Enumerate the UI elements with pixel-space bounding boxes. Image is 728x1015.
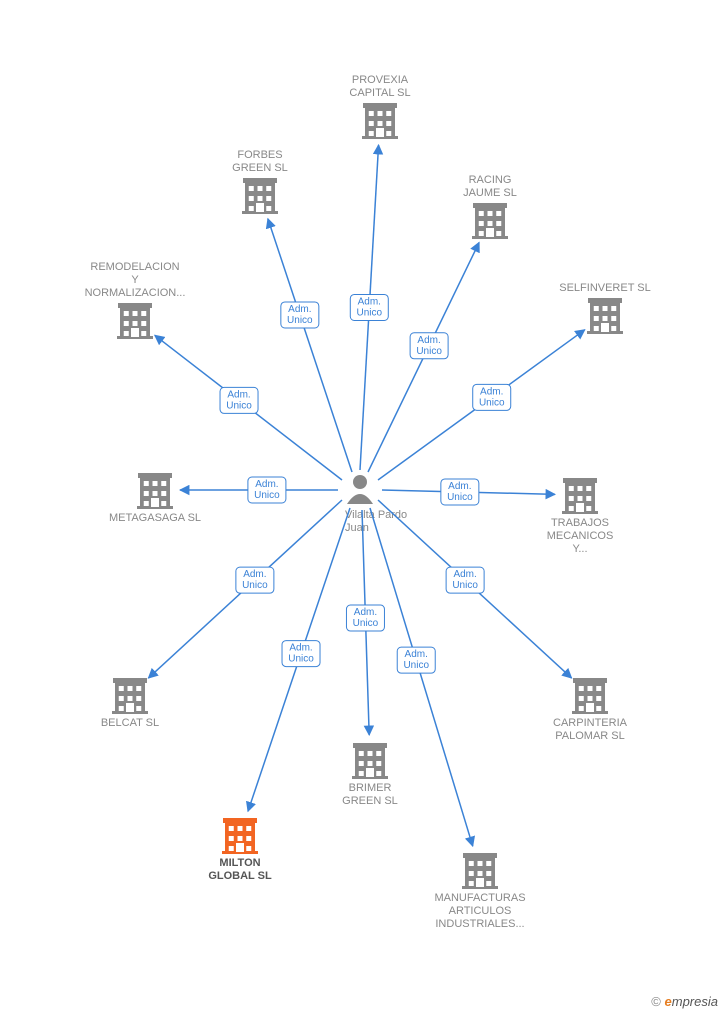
- node-label-carpinteria: CARPINTERIAPALOMAR SL: [553, 717, 628, 742]
- building-icon-milton: [222, 818, 258, 854]
- edge-label-forbes: Adm.Unico: [281, 302, 319, 328]
- svg-text:Unico: Unico: [226, 400, 252, 411]
- svg-text:Unico: Unico: [447, 492, 473, 503]
- svg-text:Adm.: Adm.: [255, 479, 278, 490]
- svg-text:Unico: Unico: [254, 490, 280, 501]
- building-icon-manufacturas: [462, 853, 498, 889]
- svg-text:Unico: Unico: [416, 346, 442, 357]
- svg-text:NORMALIZACION...: NORMALIZACION...: [85, 287, 186, 299]
- building-icon-selfinveret: [587, 298, 623, 334]
- node-label-belcat: BELCAT SL: [101, 717, 159, 729]
- person-center-icon: [347, 475, 373, 504]
- edge-label-remodel: Adm.Unico: [220, 387, 258, 413]
- svg-text:FORBES: FORBES: [237, 149, 282, 161]
- svg-text:Adm.: Adm.: [358, 296, 381, 307]
- svg-text:CARPINTERIA: CARPINTERIA: [553, 717, 628, 729]
- edge-label-metagasaga: Adm.Unico: [248, 477, 286, 503]
- svg-text:Unico: Unico: [288, 654, 314, 665]
- building-icon-brimer: [352, 743, 388, 779]
- edge-label-selfinveret: Adm.Unico: [473, 384, 511, 410]
- edge-label-trabajos: Adm.Unico: [441, 479, 479, 505]
- svg-text:Adm.: Adm.: [453, 569, 476, 580]
- building-icon-remodel: [117, 303, 153, 339]
- edge-label-racing: Adm.Unico: [410, 333, 448, 359]
- svg-text:GLOBAL SL: GLOBAL SL: [208, 870, 272, 882]
- building-icon-provexia: [362, 103, 398, 139]
- svg-text:Unico: Unico: [452, 580, 478, 591]
- node-label-forbes: FORBESGREEN SL: [232, 149, 288, 174]
- svg-text:Adm.: Adm.: [227, 389, 250, 400]
- brand-name: empresia: [665, 994, 718, 1009]
- node-label-milton: MILTONGLOBAL SL: [208, 857, 272, 882]
- svg-text:Adm.: Adm.: [288, 304, 311, 315]
- svg-text:MILTON: MILTON: [219, 857, 260, 869]
- edge-label-belcat: Adm.Unico: [236, 567, 274, 593]
- svg-text:REMODELACION: REMODELACION: [90, 261, 179, 273]
- footer-attribution: © empresia: [651, 994, 718, 1009]
- svg-text:CAPITAL SL: CAPITAL SL: [349, 87, 410, 99]
- svg-text:Adm.: Adm.: [289, 643, 312, 654]
- svg-text:GREEN SL: GREEN SL: [232, 162, 288, 174]
- svg-text:BELCAT SL: BELCAT SL: [101, 717, 159, 729]
- svg-text:JAUME SL: JAUME SL: [463, 187, 517, 199]
- network-diagram: Vilalta PardoJuanAdm.UnicoPROVEXIACAPITA…: [0, 0, 728, 1015]
- edge-label-milton: Adm.Unico: [282, 641, 320, 667]
- edge-label-provexia: Adm.Unico: [350, 294, 388, 320]
- node-label-trabajos: TRABAJOSMECANICOSY...: [547, 517, 614, 555]
- svg-text:Adm.: Adm.: [417, 335, 440, 346]
- building-icon-forbes: [242, 178, 278, 214]
- svg-text:Y...: Y...: [572, 543, 587, 555]
- svg-text:PALOMAR SL: PALOMAR SL: [555, 730, 625, 742]
- edge-forbes: [268, 219, 352, 472]
- svg-text:METAGASAGA SL: METAGASAGA SL: [109, 512, 201, 524]
- node-label-manufacturas: MANUFACTURASARTICULOSINDUSTRIALES...: [434, 892, 525, 930]
- svg-text:MECANICOS: MECANICOS: [547, 530, 614, 542]
- svg-text:SELFINVERET SL: SELFINVERET SL: [559, 282, 651, 294]
- svg-text:Y: Y: [131, 274, 139, 286]
- building-icon-carpinteria: [572, 678, 608, 714]
- svg-text:Adm.: Adm.: [405, 649, 428, 660]
- edge-label-manufacturas: Adm.Unico: [397, 647, 435, 673]
- svg-text:Unico: Unico: [356, 307, 382, 318]
- svg-text:Unico: Unico: [479, 397, 505, 408]
- building-icon-belcat: [112, 678, 148, 714]
- building-icon-racing: [472, 203, 508, 239]
- node-label-selfinveret: SELFINVERET SL: [559, 282, 651, 294]
- svg-text:Adm.: Adm.: [480, 386, 503, 397]
- svg-text:Juan: Juan: [345, 522, 369, 534]
- building-icon-trabajos: [562, 478, 598, 514]
- svg-text:MANUFACTURAS: MANUFACTURAS: [434, 892, 525, 904]
- svg-text:Unico: Unico: [242, 580, 268, 591]
- node-label-remodel: REMODELACIONYNORMALIZACION...: [85, 261, 186, 299]
- node-label-racing: RACINGJAUME SL: [463, 174, 517, 199]
- svg-text:ARTICULOS: ARTICULOS: [449, 905, 512, 917]
- svg-text:GREEN SL: GREEN SL: [342, 795, 398, 807]
- svg-text:Unico: Unico: [353, 618, 379, 629]
- building-icon-metagasaga: [137, 473, 173, 509]
- node-label-brimer: BRIMERGREEN SL: [342, 782, 398, 807]
- svg-text:TRABAJOS: TRABAJOS: [551, 517, 609, 529]
- node-label-metagasaga: METAGASAGA SL: [109, 512, 201, 524]
- edge-label-carpinteria: Adm.Unico: [446, 567, 484, 593]
- svg-text:Unico: Unico: [287, 315, 313, 326]
- svg-text:Unico: Unico: [403, 660, 429, 671]
- copyright-symbol: ©: [651, 994, 661, 1009]
- svg-text:Adm.: Adm.: [448, 481, 471, 492]
- svg-text:Adm.: Adm.: [243, 569, 266, 580]
- edge-label-brimer: Adm.Unico: [346, 605, 384, 631]
- svg-text:Adm.: Adm.: [354, 607, 377, 618]
- svg-text:BRIMER: BRIMER: [349, 782, 392, 794]
- node-label-provexia: PROVEXIACAPITAL SL: [349, 74, 410, 99]
- svg-text:PROVEXIA: PROVEXIA: [352, 74, 409, 86]
- svg-text:RACING: RACING: [469, 174, 512, 186]
- svg-text:INDUSTRIALES...: INDUSTRIALES...: [435, 918, 524, 930]
